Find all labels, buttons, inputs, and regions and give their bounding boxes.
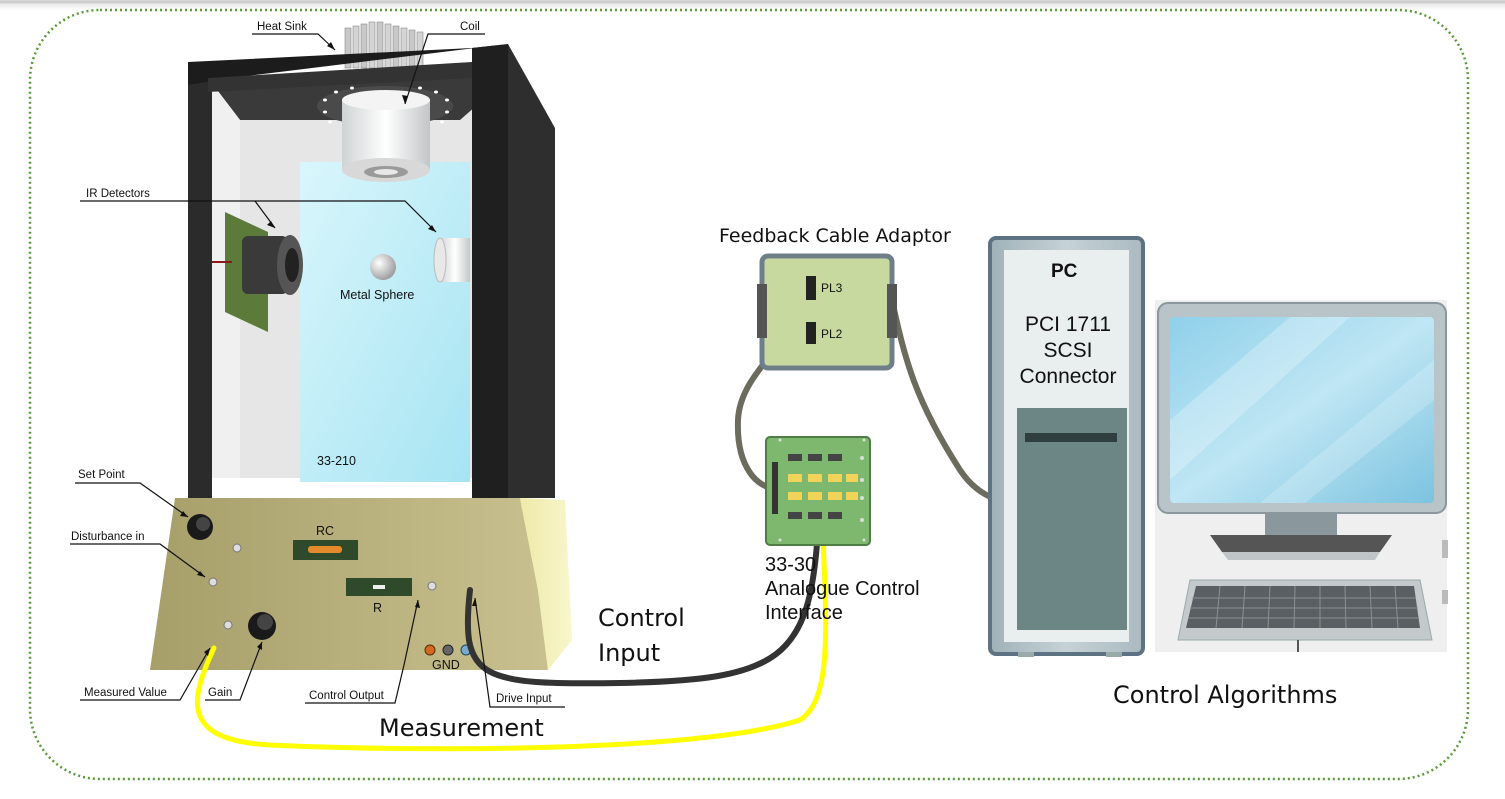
- disturbance-in-label: Disturbance in: [71, 531, 145, 543]
- coil-label: Coil: [460, 21, 480, 33]
- control-input-cable: [464, 527, 821, 687]
- feedback-cable-adaptor-label: Feedback Cable Adaptor: [719, 225, 951, 247]
- measurement-cable: [195, 517, 829, 752]
- measured-value-label: Measured Value: [84, 687, 167, 699]
- pc-label: PC: [1051, 261, 1078, 282]
- pci-label-line1: PCI 1711: [1025, 313, 1111, 336]
- drive-input-label: Drive Input: [496, 693, 552, 705]
- pl3-label: PL3: [821, 281, 843, 295]
- metal-sphere-graphic: [370, 254, 396, 280]
- control-output-label: Control Output: [309, 690, 384, 702]
- glass-panel: [300, 162, 470, 482]
- gain-label: Gain: [208, 687, 233, 699]
- set-point-label: Set Point: [78, 469, 125, 481]
- control-algorithms-label: Control Algorithms: [1113, 681, 1338, 709]
- control-input-label-line1: Control: [598, 604, 685, 632]
- coil-graphic: [317, 86, 453, 182]
- arrowheads: [180, 42, 477, 656]
- feedback-cable-adaptor: [757, 253, 897, 371]
- levitation-chamber: [150, 21, 572, 670]
- pci-label-line3: Connector: [1019, 365, 1117, 388]
- leader-lines: [70, 33, 565, 708]
- keyboard: [1177, 540, 1448, 652]
- interface-label-line1: 33-30: [765, 554, 817, 576]
- interface-label-line2: Analogue Control: [765, 578, 920, 600]
- analogue-control-interface: [765, 436, 871, 546]
- ir-detector-right: [433, 237, 470, 283]
- heat-sink-label: Heat Sink: [257, 21, 307, 33]
- metal-sphere-label: Metal Sphere: [340, 288, 415, 302]
- measurement-label: Measurement: [379, 714, 544, 742]
- r-label: R: [373, 601, 383, 615]
- base-side: [520, 498, 572, 670]
- gnd-label: GND: [432, 658, 460, 672]
- top-bar: [0, 0, 1505, 10]
- ir-detector-left: [212, 212, 303, 332]
- model-number-label: 33-210: [317, 454, 356, 468]
- pci-label-line2: SCSI: [1043, 339, 1093, 362]
- rc-label: RC: [316, 524, 335, 538]
- dotted-border: [28, 8, 1470, 781]
- interface-label-line3: Interface: [765, 602, 843, 624]
- ir-detectors-label: IR Detectors: [86, 188, 150, 200]
- pc-tower: [988, 236, 1145, 657]
- control-input-label-line2: Input: [598, 639, 661, 667]
- pl2-label: PL2: [821, 327, 843, 341]
